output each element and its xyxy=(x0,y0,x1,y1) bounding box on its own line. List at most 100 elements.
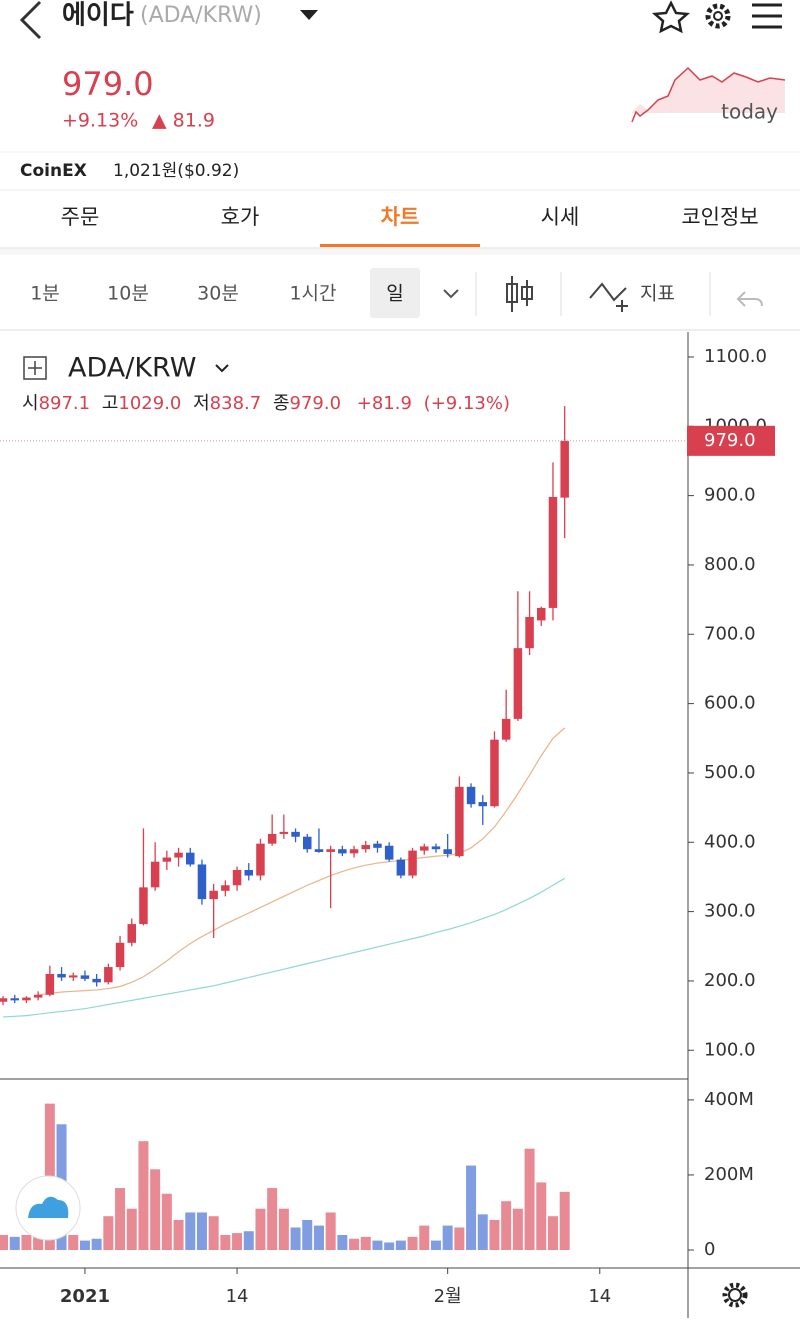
volume-bar xyxy=(220,1234,231,1250)
candle-body xyxy=(384,845,394,860)
candle-body xyxy=(443,849,452,855)
y-tick-label: 800.0 xyxy=(704,554,756,575)
moving-average xyxy=(38,727,566,996)
volume-bar xyxy=(501,1201,512,1250)
y-tick-label: 600.0 xyxy=(704,693,756,714)
menu-button[interactable] xyxy=(752,3,782,29)
candle-body xyxy=(45,974,55,995)
sparkline-area xyxy=(632,68,785,113)
ohlc-key: 시 xyxy=(22,393,39,414)
tab[interactable]: 차트 xyxy=(381,205,420,229)
ohlc-legend: 시897.1 고1029.0 저838.7 종979.0 +81.9 (+9.1… xyxy=(22,393,510,414)
change-pct: +9.13% xyxy=(62,110,138,132)
candle-body xyxy=(115,942,125,968)
sparkline xyxy=(631,66,786,123)
volume-bar xyxy=(337,1234,348,1250)
candle-body xyxy=(209,890,218,900)
volume-bar xyxy=(454,1227,465,1250)
interval-button[interactable]: 1분 xyxy=(30,283,60,305)
volume-bar xyxy=(290,1227,301,1250)
chart-title[interactable]: ADA/KRW xyxy=(68,353,196,384)
candle-body xyxy=(232,870,242,886)
volume-bar xyxy=(384,1242,395,1250)
settings-button[interactable] xyxy=(705,3,731,29)
candle-body xyxy=(326,849,335,852)
volume-bar xyxy=(21,1234,32,1250)
y-tick-label: 400.0 xyxy=(704,831,756,852)
candle-body xyxy=(57,974,66,978)
interval-button[interactable]: 30분 xyxy=(197,283,239,305)
candle-body xyxy=(478,802,488,807)
tab[interactable]: 코인정보 xyxy=(681,205,758,229)
dropdown[interactable] xyxy=(300,10,318,20)
spark-label: today xyxy=(721,100,778,124)
ohlc-value: 838.7 xyxy=(210,393,262,414)
tab[interactable]: 주문 xyxy=(61,205,100,229)
volume-bar xyxy=(442,1225,453,1250)
volume-bar xyxy=(243,1231,254,1250)
title-dropdown[interactable] xyxy=(215,364,229,373)
candle-body xyxy=(373,843,382,848)
volume-tick-label: 400M xyxy=(704,1089,754,1110)
volume-bar xyxy=(395,1240,406,1250)
candle-body xyxy=(279,831,289,834)
undo-button[interactable] xyxy=(736,291,763,307)
candle-body xyxy=(10,998,19,1001)
candle-body xyxy=(431,846,441,850)
volume-bar xyxy=(302,1219,313,1250)
volume-bar xyxy=(313,1225,324,1250)
y-tick-label: 300.0 xyxy=(704,901,756,922)
candle-body xyxy=(548,497,558,608)
candle-body xyxy=(267,833,277,844)
x-tick-label: 14 xyxy=(588,1286,611,1307)
volume-bar xyxy=(278,1208,289,1250)
indicator-button[interactable]: 지표 xyxy=(640,283,675,305)
volume-bar xyxy=(547,1216,558,1250)
expand-button[interactable] xyxy=(23,356,47,380)
volume-bar xyxy=(196,1212,207,1250)
interval-button[interactable]: 일 xyxy=(386,283,403,305)
coin-pair: (ADA/KRW) xyxy=(140,3,262,28)
volume-bar xyxy=(419,1225,430,1250)
volume-bar xyxy=(115,1188,126,1250)
chart-type-button[interactable] xyxy=(506,276,533,312)
active-interval-bg xyxy=(370,268,420,318)
ohlc-key: 저 xyxy=(193,393,210,414)
volume-bar xyxy=(9,1236,20,1250)
settings-gear[interactable] xyxy=(722,1282,748,1308)
candle-body xyxy=(408,850,417,876)
volume-bar xyxy=(407,1236,418,1250)
exchange-price: 1,021원($0.92) xyxy=(113,161,239,181)
indicator-icon[interactable] xyxy=(589,282,627,302)
candle-body xyxy=(80,975,90,979)
volume-bar xyxy=(559,1191,570,1250)
candle-body xyxy=(197,864,207,900)
interval-dropdown[interactable] xyxy=(443,289,459,299)
interval-button[interactable]: 10분 xyxy=(107,283,149,305)
change-label: +81.9 xyxy=(357,393,412,414)
y-tick-label: 500.0 xyxy=(704,762,756,783)
volume-bar xyxy=(524,1148,535,1250)
back-button[interactable] xyxy=(19,0,42,40)
candle-body xyxy=(0,998,8,1002)
tab[interactable]: 호가 xyxy=(221,205,260,229)
floating-button[interactable] xyxy=(15,1175,81,1241)
candle-body xyxy=(104,967,113,983)
x-tick-label: 2021 xyxy=(60,1286,110,1307)
volume-bar xyxy=(208,1216,219,1250)
favorite-button[interactable] xyxy=(651,0,691,34)
volume-bar xyxy=(360,1236,371,1250)
interval-button[interactable]: 1시간 xyxy=(289,283,336,305)
y-tick-label: 200.0 xyxy=(704,970,756,991)
candle-body xyxy=(244,870,254,876)
candle-body xyxy=(513,648,523,719)
volume-bar xyxy=(33,1233,44,1250)
volume-tick-label: 0 xyxy=(704,1239,715,1260)
last-price-tag xyxy=(687,425,775,456)
tab[interactable]: 시세 xyxy=(541,205,580,229)
candle-body xyxy=(68,975,78,978)
candle-body xyxy=(33,994,43,998)
ohlc-key: 고 xyxy=(102,393,119,414)
